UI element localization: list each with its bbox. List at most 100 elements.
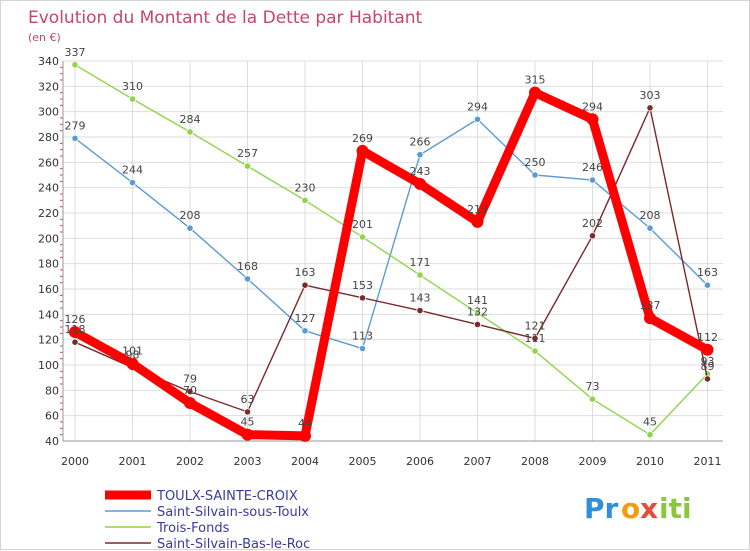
series-line-1 <box>74 118 709 350</box>
logo-part-d: iti <box>659 492 692 525</box>
series-3-data-label: 163 <box>295 266 316 279</box>
series-3-point <box>703 375 712 383</box>
y-tick-label: 160 <box>38 283 59 296</box>
series-0-point <box>69 326 81 339</box>
series-2-point <box>416 271 424 279</box>
y-tick-label: 60 <box>45 410 59 423</box>
series-3-point <box>243 408 252 416</box>
x-tick-label: 2006 <box>406 455 434 468</box>
series-1-point <box>358 344 367 353</box>
series-3-data-label: 118 <box>65 323 86 336</box>
series-1-point <box>703 281 712 289</box>
series-layer <box>69 61 714 442</box>
y-tick-label: 240 <box>38 182 59 195</box>
x-tick-label: 2001 <box>119 455 147 468</box>
series-2-data-label: 284 <box>180 113 201 126</box>
series-2-point <box>588 395 597 403</box>
logo-part-c: x <box>640 492 658 525</box>
series-1-point <box>646 224 654 232</box>
series-3-data-label: 153 <box>352 279 373 292</box>
series-3-point <box>186 387 194 396</box>
chart-subtitle: (en €) <box>28 31 61 44</box>
series-1-point <box>531 171 539 179</box>
series-1-point <box>71 134 79 142</box>
series-0-data-label: 70 <box>183 384 197 397</box>
series-0-point <box>414 177 426 190</box>
series-1-data-label: 163 <box>697 266 718 279</box>
x-tick-label: 2002 <box>176 455 204 468</box>
series-3-point <box>646 104 654 112</box>
series-3-data-label: 132 <box>467 305 488 318</box>
series-1-point <box>186 224 194 232</box>
series-line-2 <box>74 64 709 436</box>
series-3-data-label: 63 <box>241 393 255 406</box>
series-2-data-label: 201 <box>352 218 373 231</box>
series-0-data-label: 44 <box>298 417 312 430</box>
x-tick-label: 2005 <box>349 455 377 468</box>
series-2-point <box>646 431 654 439</box>
series-2-point <box>128 95 137 103</box>
series-0-point <box>299 429 311 442</box>
grid-layer <box>63 60 723 442</box>
series-0-data-label: 269 <box>352 132 373 145</box>
series-line-0 <box>70 88 712 441</box>
x-tick-label: 2010 <box>636 455 664 468</box>
series-3-point <box>358 294 367 302</box>
series-2-data-label: 73 <box>586 380 600 393</box>
series-1-data-label: 208 <box>180 209 201 222</box>
y-tick-label: 260 <box>38 156 59 169</box>
series-3-point <box>588 232 597 240</box>
legend-label-3: Saint-Silvain-Bas-le-Roc <box>157 537 310 551</box>
series-1-point <box>243 275 252 283</box>
y-tick-label: 80 <box>45 384 59 397</box>
series-0-data-label: 213 <box>467 203 488 216</box>
series-3-data-label: 143 <box>410 292 431 305</box>
series-1-point <box>301 327 309 335</box>
series-2-data-label: 93 <box>701 355 715 368</box>
y-tick-label: 280 <box>38 131 59 144</box>
series-1-data-label: 294 <box>467 100 488 113</box>
series-2-point <box>531 347 539 355</box>
series-0-data-label: 294 <box>582 100 603 113</box>
series-2-point <box>473 309 482 317</box>
axis-layer: 40 60 80 100 120 140 160 180 200 220 240 260 280 300 3… <box>38 55 723 468</box>
series-3-data-label: 89 <box>701 360 715 373</box>
y-tick-label: 140 <box>38 308 59 321</box>
series-3-data-label: 98 <box>126 349 140 362</box>
x-tick-label: 2007 <box>464 455 492 468</box>
series-2-point <box>186 128 194 136</box>
series-0-point <box>184 397 196 409</box>
series-0-data-label: 315 <box>525 74 546 87</box>
series-0-point <box>701 343 714 356</box>
legend: TOULX-SAINTE-CROIXSaint-Silvain-sous-Tou… <box>105 489 310 551</box>
series-1-data-label: 279 <box>65 119 86 132</box>
x-tick-label: 2009 <box>579 455 607 468</box>
series-0-point <box>356 144 369 157</box>
series-0-point <box>126 357 139 370</box>
series-0-point <box>241 428 254 441</box>
series-1-data-label: 127 <box>295 312 316 325</box>
series-0-data-label: 101 <box>122 345 143 358</box>
series-3-data-label: 121 <box>525 319 546 332</box>
series-2-data-label: 45 <box>643 416 657 429</box>
series-0-point <box>586 113 599 126</box>
series-2-data-label: 230 <box>295 181 316 194</box>
series-2-data-label: 111 <box>525 332 546 345</box>
series-1-data-label: 244 <box>122 164 143 177</box>
y-tick-label: 40 <box>45 435 59 448</box>
x-tick-label: 2000 <box>61 455 89 468</box>
series-2-data-label: 310 <box>122 80 143 93</box>
label-layer: 126 101 70 45 44 269 243 213 315 294 137 112 279 244 2… <box>65 46 719 430</box>
series-2-data-label: 141 <box>467 294 488 307</box>
series-line-3 <box>74 107 709 413</box>
series-0-data-label: 45 <box>241 416 255 429</box>
y-tick-label: 100 <box>38 359 59 372</box>
series-1-data-label: 266 <box>410 136 431 149</box>
y-tick-label: 300 <box>38 106 59 119</box>
series-1-data-label: 246 <box>582 161 603 174</box>
series-1-data-label: 208 <box>640 209 661 222</box>
legend-label-0: TOULX-SAINTE-CROIX <box>156 489 298 504</box>
series-0-point <box>471 215 484 228</box>
